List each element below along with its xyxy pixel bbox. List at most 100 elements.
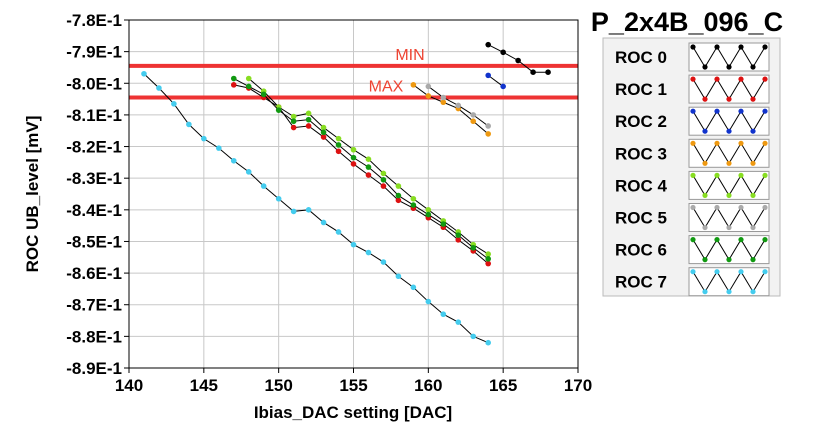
legend-swatch-marker — [714, 140, 720, 146]
data-point — [440, 221, 447, 227]
legend-swatch-marker — [738, 108, 744, 114]
legend-swatch-marker — [750, 96, 756, 102]
limit-label-min: MIN — [395, 47, 424, 64]
legend-swatch-marker — [762, 44, 768, 50]
data-point — [470, 244, 477, 251]
legend-label: ROC 2 — [615, 112, 667, 131]
data-point — [440, 99, 447, 106]
data-point — [230, 82, 237, 88]
y-tick-label: -7.9E-1 — [66, 43, 122, 62]
data-point — [320, 124, 327, 131]
data-point — [395, 183, 402, 189]
data-point — [230, 157, 237, 164]
data-point — [365, 164, 372, 170]
legend-swatch-marker — [762, 269, 768, 275]
legend-swatch-marker — [762, 76, 768, 82]
legend-swatch-marker — [690, 269, 696, 275]
data-point — [275, 195, 282, 202]
data-point — [530, 69, 536, 75]
y-tick-label: -8.3E-1 — [66, 169, 122, 188]
data-point — [260, 183, 267, 189]
legend-swatch-marker — [702, 96, 708, 102]
legend-swatch-marker — [714, 204, 720, 211]
data-point — [171, 101, 177, 107]
series-roc-7 — [141, 70, 492, 346]
data-point — [350, 161, 357, 167]
legend-label: ROC 1 — [615, 80, 667, 99]
legend-swatch-marker — [702, 160, 708, 166]
x-tick-label: 145 — [190, 376, 218, 395]
series-roc-0 — [485, 41, 551, 75]
legend-swatch-marker — [702, 289, 708, 295]
data-point — [245, 83, 252, 90]
data-point — [380, 176, 387, 183]
data-point — [335, 135, 342, 142]
legend-swatch-marker — [750, 289, 756, 295]
legend-swatch-marker — [702, 192, 708, 198]
limit-label-max: MAX — [369, 79, 404, 96]
data-point — [485, 256, 492, 262]
legend-swatch-marker — [690, 108, 696, 114]
data-point — [320, 219, 327, 226]
legend-swatch-marker — [702, 64, 708, 70]
y-tick-label: -8.6E-1 — [66, 264, 122, 283]
data-point — [470, 118, 477, 125]
data-point — [141, 70, 147, 77]
data-point — [290, 208, 297, 215]
legend-swatch-marker — [726, 224, 732, 231]
x-tick-label: 160 — [414, 376, 442, 395]
legend-swatch-marker — [714, 172, 720, 178]
data-point — [485, 339, 492, 346]
data-point — [455, 102, 462, 109]
data-point — [290, 124, 297, 131]
legend-swatch-marker — [714, 237, 720, 243]
legend-swatch-marker — [726, 160, 732, 166]
data-point — [410, 195, 417, 202]
series-line — [413, 84, 489, 135]
y-tick-label: -8.1E-1 — [66, 106, 122, 125]
data-point — [320, 134, 327, 140]
series-line — [233, 84, 489, 264]
legend-swatch-marker — [750, 257, 756, 263]
legend-swatch-marker — [738, 44, 744, 50]
data-point — [245, 75, 252, 82]
legend-swatch-marker — [702, 224, 708, 231]
data-point — [485, 123, 492, 129]
data-point — [500, 49, 506, 56]
data-point — [395, 197, 402, 204]
x-axis-ticks: 140 145 150 155 160 165 170 — [115, 368, 592, 395]
x-tick-label: 155 — [339, 376, 367, 395]
data-point — [305, 123, 312, 129]
data-point — [350, 241, 357, 248]
data-point — [410, 284, 417, 291]
data-point — [470, 112, 477, 118]
y-tick-label: -8.0E-1 — [66, 74, 122, 93]
data-point — [305, 207, 312, 213]
data-point — [425, 207, 432, 213]
legend-swatch-marker — [690, 44, 696, 50]
data-point — [485, 131, 492, 137]
legend-label: ROC 0 — [615, 48, 667, 67]
legend-swatch-marker — [750, 224, 756, 231]
legend-swatch-marker — [738, 237, 744, 243]
legend-swatch-marker — [762, 204, 768, 211]
data-point — [305, 110, 312, 117]
data-point — [380, 183, 387, 189]
legend-swatch-marker — [714, 108, 720, 114]
legend-label: ROC 4 — [615, 176, 668, 195]
limit-lines: MIN MAX — [129, 47, 578, 100]
data-point — [365, 172, 372, 178]
legend-swatch-marker — [690, 140, 696, 146]
data-point — [455, 237, 462, 243]
data-point — [245, 169, 252, 175]
data-point — [365, 156, 372, 162]
data-point — [320, 129, 327, 136]
data-point — [335, 229, 342, 235]
legend-swatch-marker — [690, 204, 696, 211]
data-point — [365, 249, 372, 256]
legend-swatch-marker — [762, 108, 768, 114]
series-roc-5 — [425, 83, 492, 129]
data-point — [455, 232, 462, 238]
legend-swatch-marker — [714, 44, 720, 50]
